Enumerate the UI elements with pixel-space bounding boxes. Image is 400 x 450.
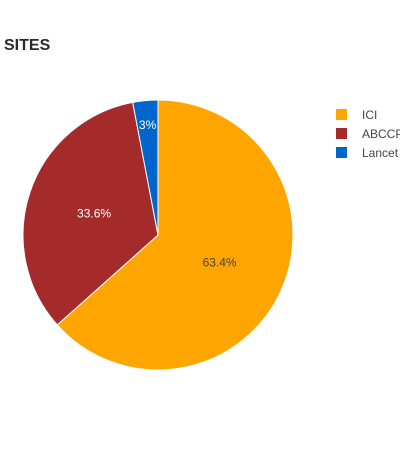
slice-label-abccp: 33.6% <box>77 206 111 220</box>
pie-slice-lancet <box>132 99 159 236</box>
pie-slice-abccp <box>22 101 159 326</box>
pie-slices <box>22 99 294 371</box>
chart-title: SITES <box>4 37 51 54</box>
legend-swatch-abccp <box>336 128 347 139</box>
legend-label-abccp: ABCCP <box>362 127 400 141</box>
legend-swatch-lancet <box>336 147 347 158</box>
legend-label-lancet: Lancet <box>362 146 399 160</box>
pie-slice-ici <box>56 99 294 371</box>
legend-label-ici: ICI <box>362 108 377 122</box>
legend-item-ici[interactable]: ICI <box>336 108 377 122</box>
legend: ICI ABCCP Lancet <box>336 108 400 160</box>
pie-slice-labels: 63.4% 33.6% 3% <box>77 118 237 270</box>
slice-label-lancet: 3% <box>139 118 157 132</box>
legend-item-abccp[interactable]: ABCCP <box>336 127 400 141</box>
legend-swatch-ici <box>336 109 347 120</box>
slice-label-ici: 63.4% <box>203 256 237 270</box>
legend-item-lancet[interactable]: Lancet <box>336 146 399 160</box>
